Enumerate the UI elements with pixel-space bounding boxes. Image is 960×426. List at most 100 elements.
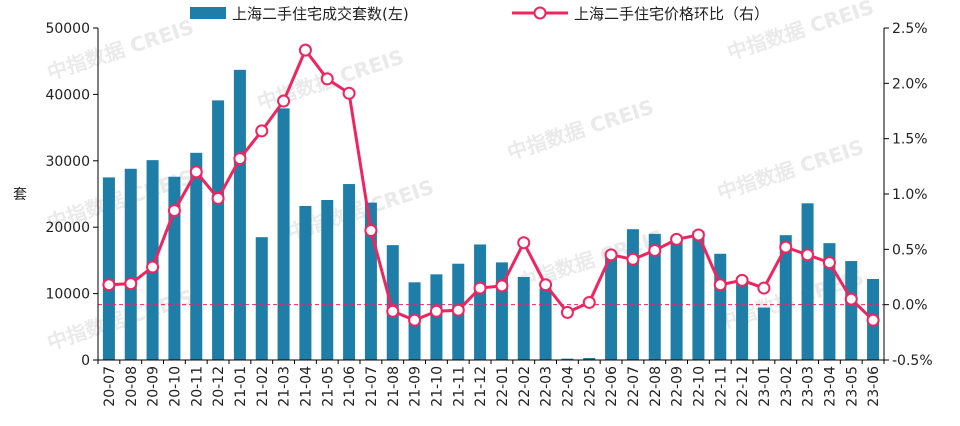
right-tick-label: 0.0% [892,298,928,314]
line-point-22-06 [604,248,618,262]
line-point-21-10 [429,304,443,318]
right-tick-label: 1.0% [892,187,928,203]
x-tick-label: 21-02 [255,366,271,407]
x-tick-label: 22-07 [626,366,642,407]
x-tick-label: 22-10 [691,366,707,407]
watermark-text: 中指数据 CREIS [504,95,657,165]
bar-23-05 [845,261,858,360]
x-tick-label: 22-05 [582,366,598,407]
x-tick-label: 22-12 [735,366,751,407]
left-tick-label: 30000 [45,154,90,170]
x-tick-label: 21-01 [233,366,249,407]
bar-21-02 [255,237,268,360]
bar-20-07 [102,177,115,360]
legend-line-label: 上海二手住宅价格环比（右） [574,5,769,23]
line-point-21-12 [473,281,487,295]
line-point-22-11 [713,278,727,292]
x-tick-label: 21-10 [429,366,445,407]
x-tick-label: 22-09 [670,366,686,407]
x-tick-label: 21-08 [386,366,402,407]
line-point-23-02 [779,240,793,254]
x-tick-label: 23-04 [822,366,838,407]
line-point-22-03 [539,278,553,292]
bar-22-02 [517,277,530,360]
x-tick-label: 22-01 [495,366,511,407]
line-point-20-11 [189,165,203,179]
left-tick-label: 10000 [45,287,90,303]
x-tick-label: 23-01 [757,366,773,407]
bar-23-02 [779,235,792,360]
axes-layer: 0 10000 20000 30000 40000 50000 套 -0.5% 0.0% 0.5%… [13,21,933,407]
bar-22-03 [539,288,552,360]
bar-21-01 [233,69,246,360]
bar-22-07 [626,229,639,360]
bar-22-04 [561,358,574,360]
legend-bar-swatch [190,7,226,19]
x-tick-label: 23-03 [801,366,817,407]
x-tick-label: 22-06 [604,366,620,407]
line-point-21-01 [233,152,247,166]
line-point-21-02 [255,124,269,138]
line-point-21-04 [298,43,312,57]
left-tick-label: 20000 [45,220,90,236]
bars-layer [102,69,880,360]
line-point-20-09 [146,260,160,274]
line-point-22-07 [626,252,640,266]
x-tick-label: 20-11 [189,366,205,407]
bar-22-05 [583,358,596,360]
line-point-22-02 [517,236,531,250]
bar-20-12 [212,100,225,360]
left-tick-label: 0 [81,353,90,369]
line-point-21-06 [342,86,356,100]
line-point-21-09 [408,313,422,327]
right-tick-label: 2.0% [892,76,928,92]
bar-21-06 [343,184,356,360]
line-layer [102,43,880,327]
line-point-23-06 [866,313,880,327]
line-point-20-08 [124,277,138,291]
left-tick-label: 40000 [45,87,90,103]
bar-22-12 [736,281,749,360]
line-point-22-04 [560,305,574,319]
bar-22-10 [692,231,705,360]
right-tick-label: 0.5% [892,242,928,258]
bar-22-09 [670,241,683,360]
right-tick-label: 1.5% [892,132,928,148]
x-tick-label: 22-03 [539,366,555,407]
legend: 上海二手住宅成交套数(左) 上海二手住宅价格环比（右） [190,5,769,23]
right-tick-label: 2.5% [892,21,928,37]
x-tick-label: 20-07 [102,366,118,407]
bar-23-04 [823,243,836,360]
watermark-text: 中指数据 CREIS [714,135,867,205]
x-tick-label: 23-06 [866,366,882,407]
line-point-21-11 [451,303,465,317]
line-point-20-10 [167,204,181,218]
line-point-23-05 [844,292,858,306]
line-point-21-03 [277,94,291,108]
bar-20-09 [146,160,159,360]
legend-bar-label: 上海二手住宅成交套数(左) [232,5,409,23]
x-tick-label: 20-09 [146,366,162,407]
x-tick-label: 23-05 [844,366,860,407]
line-point-22-05 [582,295,596,309]
x-tick-label: 21-12 [473,366,489,407]
x-tick-label: 21-11 [451,366,467,407]
bar-21-05 [321,199,334,360]
line-point-22-09 [670,232,684,246]
x-tick-label: 22-08 [648,366,664,407]
x-tick-label: 21-09 [408,366,424,407]
x-tick-label: 21-06 [342,366,358,407]
line-point-20-12 [211,191,225,205]
line-point-21-07 [364,224,378,238]
bar-23-03 [801,203,814,360]
x-tick-label: 20-08 [124,366,140,407]
line-point-22-01 [495,279,509,293]
x-tick-label: 21-05 [320,366,336,407]
bar-20-11 [190,152,203,360]
bar-21-12 [474,244,487,360]
line-point-20-07 [102,278,116,292]
left-tick-label: 50000 [45,21,90,37]
line-point-23-04 [822,256,836,270]
line-point-23-03 [801,248,815,262]
